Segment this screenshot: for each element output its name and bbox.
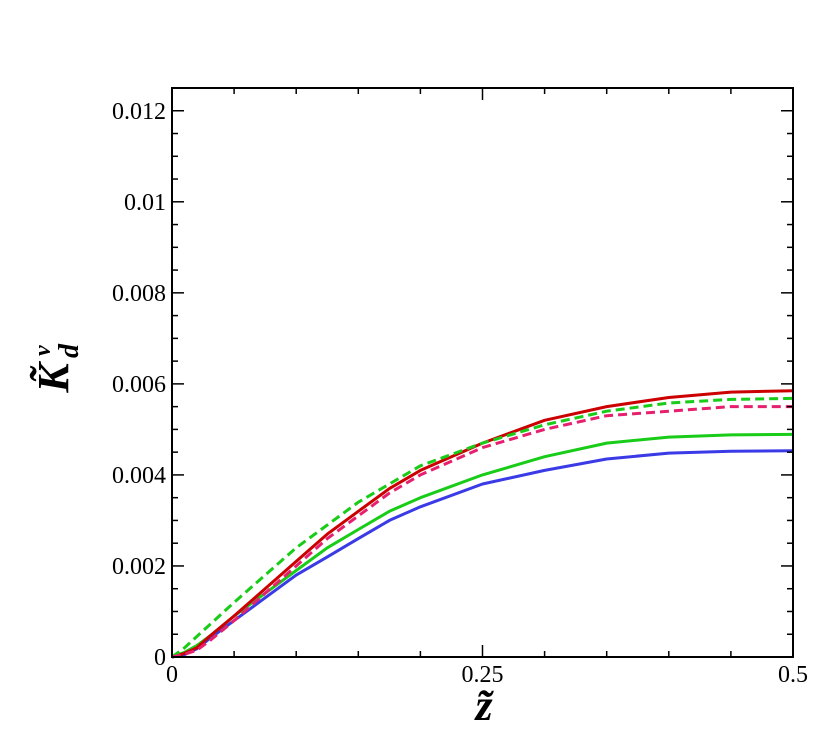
y-tick-label: 0 [154, 645, 166, 671]
x-tick-label: 0 [166, 662, 178, 688]
tick-labels-layer: 0 0.002 0.004 0.006 0.008 0.01 0.012 0 0.25 0.5 [112, 99, 808, 688]
y-tick-label: 0.008 [112, 281, 166, 307]
series-line-2 [171, 432, 794, 659]
plot-frame [171, 87, 794, 658]
x-tick-label: 0.25 [462, 662, 504, 688]
x-axis-title: z̃ [473, 681, 494, 730]
y-axis-title-superscript: v [30, 345, 56, 356]
y-axis-title-subscript: d [54, 343, 85, 358]
series-layer [171, 389, 794, 659]
y-axis-title: K̃ [29, 361, 78, 394]
series-line-1 [171, 449, 794, 659]
y-tick-label: 0.006 [112, 372, 166, 398]
series-line-4 [171, 396, 794, 659]
ticks-layer [171, 87, 794, 658]
y-axis-title-group: K̃ v d [29, 343, 85, 394]
series-line-5 [171, 405, 793, 659]
y-tick-label: 0.004 [112, 463, 166, 489]
x-tick-label: 0.5 [778, 662, 808, 688]
y-tick-label: 0.012 [112, 99, 166, 125]
series-line-3 [171, 389, 794, 659]
y-tick-label: 0.002 [112, 554, 166, 580]
y-tick-label: 0.01 [124, 190, 166, 216]
axes-layer [171, 87, 794, 658]
